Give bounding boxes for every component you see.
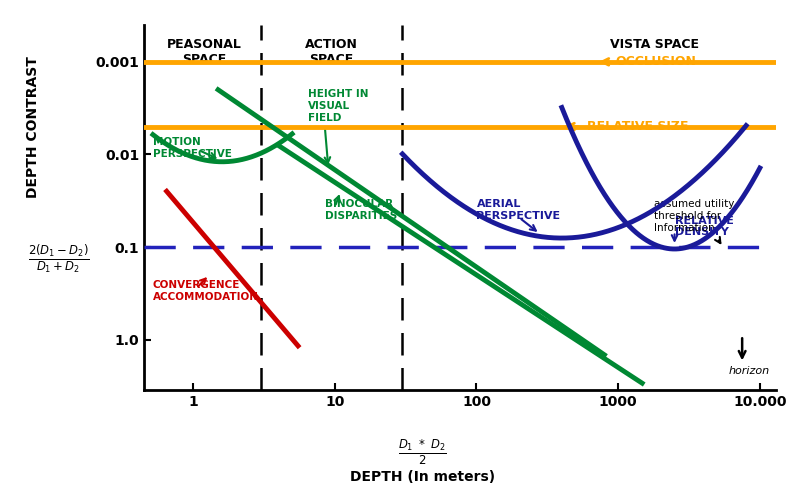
Text: HEIGHT IN
VISUAL
FIELD: HEIGHT IN VISUAL FIELD — [308, 90, 369, 122]
Text: OCCLUSION: OCCLUSION — [615, 56, 696, 68]
Text: VISTA SPACE: VISTA SPACE — [610, 38, 699, 51]
Text: MOTION
PERSPECTIVE: MOTION PERSPECTIVE — [153, 137, 232, 158]
Text: assumed utility
threshold for
Information: assumed utility threshold for Informatio… — [654, 200, 734, 232]
Text: ACTION
SPACE: ACTION SPACE — [306, 38, 358, 66]
Text: AERIAL
PERSPECTIVE: AERIAL PERSPECTIVE — [477, 200, 561, 221]
Text: CONVERGENCE
ACCOMMODATION: CONVERGENCE ACCOMMODATION — [153, 280, 259, 302]
Text: horizon: horizon — [729, 366, 770, 376]
Text: BINOCULAR
DISPARITIES: BINOCULAR DISPARITIES — [325, 200, 397, 221]
Text: $\frac{2(D_1 - D_2)}{D_1 + D_2}$: $\frac{2(D_1 - D_2)}{D_1 + D_2}$ — [28, 242, 90, 275]
Text: $\frac{D_1\ *\ D_2}{2}$: $\frac{D_1\ *\ D_2}{2}$ — [398, 438, 446, 467]
Text: RELATIVE
DENSITY: RELATIVE DENSITY — [674, 216, 734, 238]
Text: DEPTH (In meters): DEPTH (In meters) — [350, 470, 494, 484]
Text: DEPTH CONTRAST: DEPTH CONTRAST — [26, 56, 41, 198]
Text: RELATIVE SIZE: RELATIVE SIZE — [586, 120, 688, 133]
Text: PEASONAL
SPACE: PEASONAL SPACE — [167, 38, 242, 66]
